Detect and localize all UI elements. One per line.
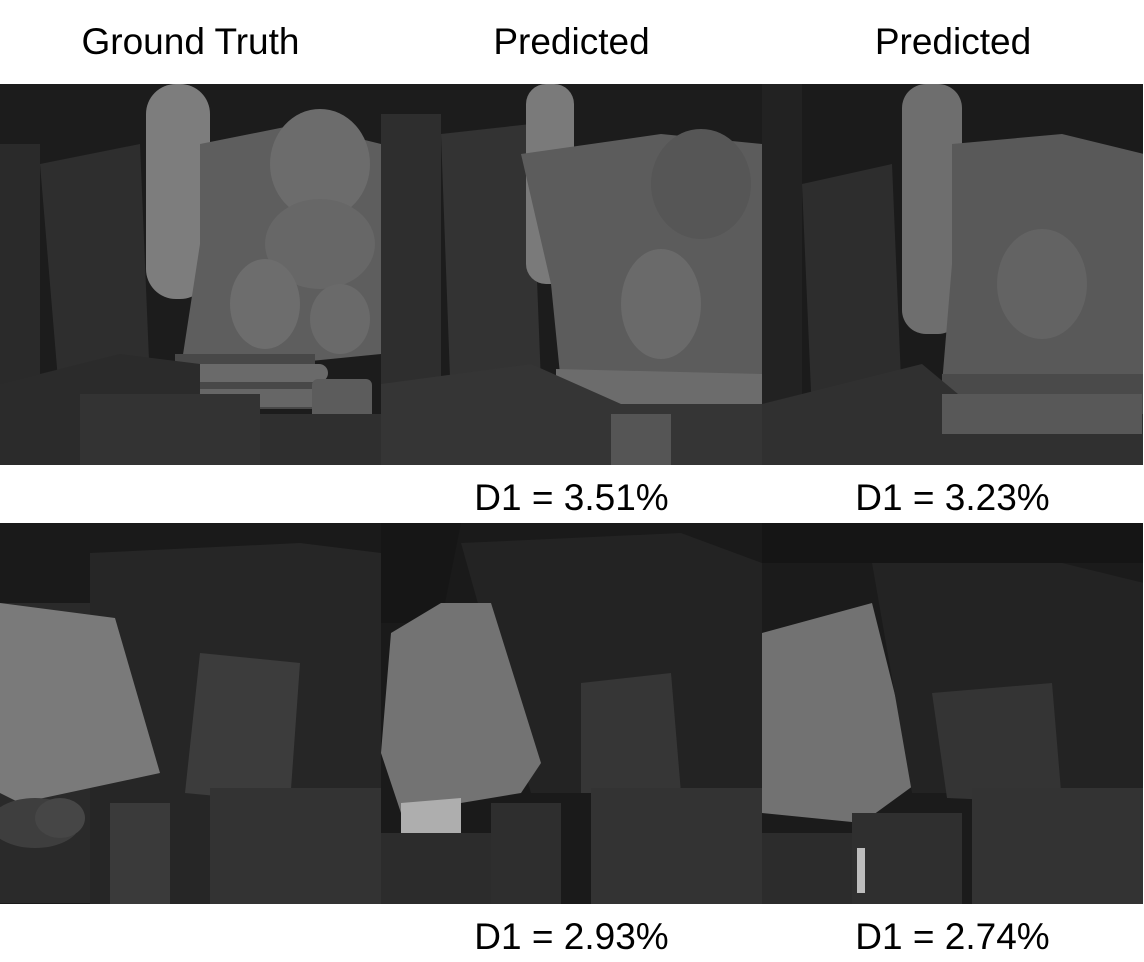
depth-map-row1-predicted-2: [762, 84, 1143, 465]
depth-map-row1-predicted-1: [381, 84, 762, 465]
depth-map-row2-predicted-1: [381, 523, 762, 904]
metric-row1-predicted-2: D1 = 3.23%: [855, 477, 1050, 518]
metric-row1-predicted-1: D1 = 3.51%: [474, 477, 669, 518]
header-ground-truth: Ground Truth: [81, 21, 300, 62]
metric-row2-predicted-1: D1 = 2.93%: [474, 916, 669, 957]
metric-row2-predicted-2: D1 = 2.74%: [855, 916, 1050, 957]
header-predicted-2: Predicted: [874, 21, 1032, 62]
depth-map-row2-ground-truth: [0, 523, 381, 904]
depth-map-row1-ground-truth: [0, 84, 381, 465]
depth-map-row2-predicted-2: [762, 523, 1143, 904]
header-predicted-1: Predicted: [493, 21, 650, 62]
